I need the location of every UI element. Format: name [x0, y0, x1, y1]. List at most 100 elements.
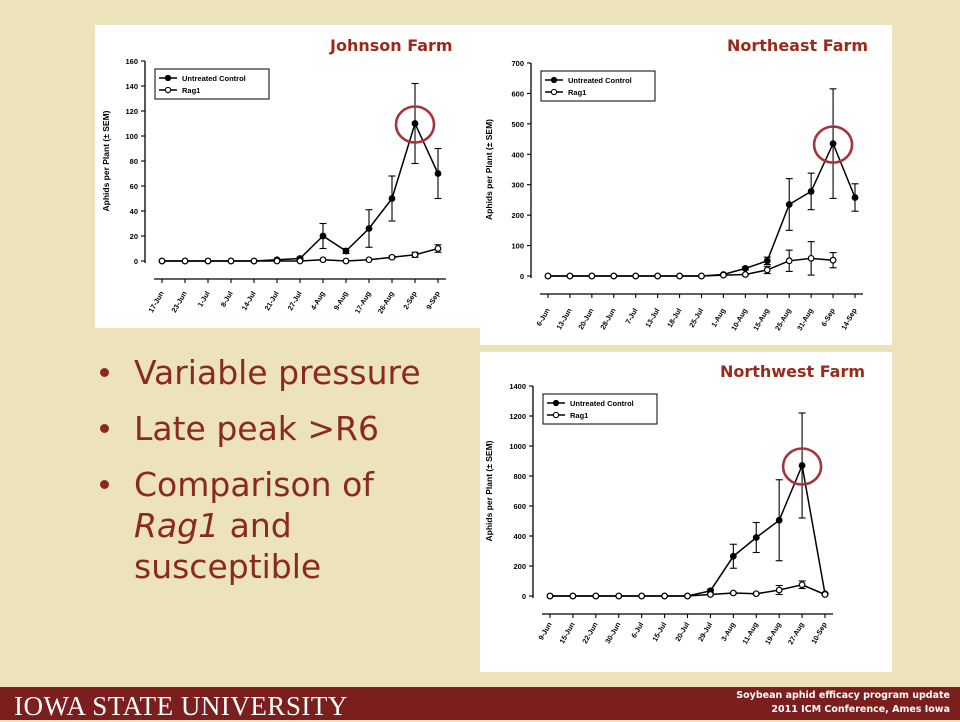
footer-bar: IOWA STATE UNIVERSITY Soybean aphid effi… [0, 687, 960, 721]
data-point [434, 245, 442, 252]
y-tick-label: 0 [134, 257, 138, 266]
x-tick-label: 27-Aug [786, 621, 806, 647]
x-tick-label: 1-Aug [709, 307, 727, 329]
x-tick-label: 31-Aug [795, 307, 815, 333]
data-point [654, 272, 662, 280]
legend-label: Untreated Control [570, 399, 634, 408]
data-point [785, 257, 793, 265]
data-point [798, 462, 806, 469]
x-tick-label: 13-Jun [554, 307, 573, 332]
x-tick-label: 9-Sep [424, 289, 442, 311]
legend-marker [550, 88, 558, 96]
bullet-segment: and susceptible [134, 506, 322, 586]
data-point [807, 254, 815, 262]
data-point [388, 253, 396, 261]
data-point [342, 257, 350, 265]
y-axis-label: Aphids per Plant (± SEM) [484, 440, 494, 541]
data-point [411, 251, 419, 259]
data-point [569, 592, 577, 600]
x-tick-label: 21-Jul [263, 290, 281, 312]
johnson-farm-chart: 0 20 40 60 80 100 120 140 160 Aphids per Plant (±… [101, 57, 446, 315]
data-point [752, 590, 760, 598]
data-point [661, 592, 668, 600]
legend-label: Rag1 [182, 86, 200, 95]
x-tick-label: 6-Jul [629, 621, 645, 640]
data-point [798, 581, 806, 589]
bullet-text-0: Variable pressure [134, 353, 421, 392]
data-point [296, 257, 304, 265]
data-point [158, 257, 166, 265]
x-tick-label: 1-Jul [196, 290, 212, 309]
x-tick-label: 3-Aug [719, 621, 737, 643]
x-tick-label: 10-Aug [729, 307, 749, 333]
legend-marker [550, 76, 558, 84]
x-tick-label: 6-Jun [534, 307, 551, 328]
y-tick-label: 1200 [509, 412, 526, 421]
footer-line-1: Soybean aphid efficacy program update [736, 690, 950, 701]
x-tick-label: 6-Sep [819, 306, 837, 328]
data-point [720, 271, 727, 279]
data-point [546, 592, 554, 600]
data-point [763, 266, 771, 274]
x-tick-label: 20-Jun [576, 307, 595, 332]
x-tick-label: 20-Jul [673, 621, 691, 643]
data-point [365, 225, 373, 232]
x-tick-label: 25-Aug [773, 307, 793, 333]
footer-caption: Soybean aphid efficacy program update 20… [736, 689, 950, 717]
y-tick-label: 1000 [509, 442, 526, 451]
data-point [544, 272, 552, 280]
bullet-item: Late peak >R6 [100, 408, 460, 449]
data-point [741, 271, 749, 278]
data-point [273, 257, 281, 265]
bullet-item: Variable pressure [100, 352, 460, 393]
legend-label: Untreated Control [568, 76, 632, 85]
footer-line-2: 2011 ICM Conference, Ames Iowa [771, 704, 950, 715]
legend-label: Untreated Control [182, 74, 246, 83]
data-point [741, 264, 749, 272]
y-tick-label: 160 [125, 57, 138, 66]
data-point [729, 552, 737, 560]
data-point [342, 247, 350, 255]
y-tick-label: 40 [130, 207, 138, 216]
y-tick-label: 800 [513, 472, 526, 481]
y-tick-label: 600 [513, 502, 526, 511]
y-tick-label: 500 [511, 120, 524, 129]
x-tick-label: 11-Aug [740, 621, 760, 646]
northwest-farm-title: Northwest Farm [720, 362, 866, 381]
bullet-segment: Comparison of [134, 465, 374, 504]
data-point [319, 232, 327, 240]
legend-box [154, 68, 270, 100]
peak-highlight-ring [781, 447, 823, 486]
series-line [548, 257, 834, 277]
legend-marker [164, 74, 172, 82]
x-tick-label: 30-Jun [603, 621, 622, 646]
data-point [638, 592, 646, 600]
data-point [729, 589, 737, 597]
y-tick-label: 200 [513, 562, 526, 571]
bullet-list: Variable pressure Late peak >R6 Comparis… [100, 352, 460, 602]
x-tick-label: 19-Aug [763, 621, 783, 647]
x-tick-label: 9-Aug [332, 290, 350, 312]
y-axis-label: Aphids per Plant (± SEM) [484, 119, 494, 220]
data-point [592, 592, 600, 600]
y-tick-label: 200 [511, 211, 524, 220]
x-tick-label: 4-Aug [309, 290, 327, 312]
peak-highlight-ring [812, 125, 854, 164]
series-line [162, 121, 439, 262]
data-point [388, 195, 396, 202]
legend-label: Rag1 [568, 88, 586, 97]
data-point [829, 140, 837, 148]
y-tick-label: 120 [125, 107, 138, 116]
data-point [181, 257, 189, 265]
data-point [411, 120, 419, 127]
data-point [434, 170, 442, 177]
data-point [610, 272, 618, 280]
x-tick-label: 15-Aug [751, 307, 771, 333]
x-tick-label: 14-Sep [839, 306, 859, 331]
bullet-dot [100, 480, 109, 489]
x-tick-label: 13-Jul [643, 307, 661, 329]
data-point [566, 272, 574, 280]
data-point [365, 256, 373, 264]
y-tick-label: 400 [513, 532, 526, 541]
data-point [775, 516, 783, 524]
